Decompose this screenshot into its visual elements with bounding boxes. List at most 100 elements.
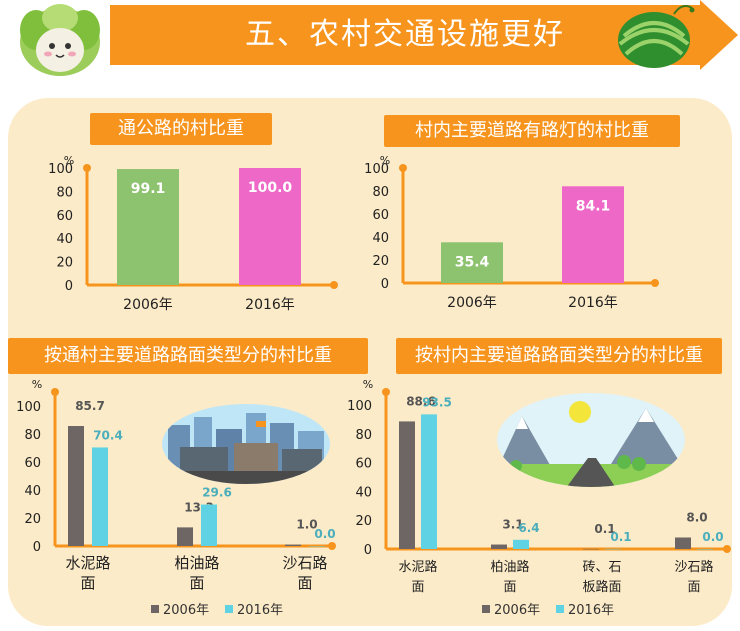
bar [583, 548, 599, 550]
x-tick-label: 柏油路 [174, 554, 219, 572]
x-tick-label: 2006年 [123, 297, 173, 313]
x-tick-label: 2006年 [447, 295, 497, 311]
legend-swatch [151, 605, 159, 613]
bar [201, 504, 217, 546]
x-tick-label: 沙石路 [674, 559, 713, 575]
x-tick-label: 2016年 [568, 295, 618, 311]
y-tick-label: 60 [56, 209, 73, 224]
bar [697, 549, 713, 550]
city-illustration-icon [160, 403, 332, 485]
data-label: 88.6 [406, 394, 436, 408]
watermelon-icon [612, 0, 696, 72]
y-tick-label: 80 [56, 185, 73, 200]
chart-title-village-road-surface: 按村内主要道路路面类型分的村比重 [396, 338, 722, 374]
x-tick-label: 水泥路 [398, 559, 437, 575]
y-tick-label: 40 [372, 231, 389, 246]
y-tick-label: 40 [355, 485, 372, 500]
y-tick-label: 40 [24, 484, 41, 499]
x-tick-label: 面 [297, 574, 312, 592]
x-axis-end-dot [651, 279, 659, 287]
data-label: 84.1 [576, 198, 611, 214]
y-tick-label: 0 [381, 277, 389, 292]
data-label: 35.4 [455, 254, 490, 270]
bar [421, 414, 437, 549]
y-tick-label: 80 [24, 428, 41, 443]
banner-arrow [700, 0, 738, 70]
x-axis-end-dot [330, 281, 338, 289]
x-tick-label: 沙石路 [282, 554, 327, 572]
y-axis-end-dot [51, 388, 59, 396]
bar [117, 169, 179, 285]
bar [441, 242, 503, 283]
cabbage-mascot-icon [14, 0, 106, 78]
y-axis-end-dot [382, 388, 390, 396]
data-label: 70.4 [93, 428, 123, 442]
bar [513, 539, 529, 549]
y-tick-label: 100 [347, 399, 372, 414]
bar [491, 544, 507, 549]
y-tick-label: 20 [355, 514, 372, 529]
y-axis-unit: % [64, 154, 74, 167]
data-label: 1.0 [296, 518, 317, 532]
bar [399, 421, 415, 549]
x-tick-label: 柏油路 [490, 559, 529, 575]
y-tick-label: 20 [24, 512, 41, 527]
bar [285, 544, 301, 546]
x-tick-label: 2016年 [245, 297, 295, 313]
y-tick-label: 0 [33, 540, 41, 555]
y-tick-label: 20 [56, 256, 73, 271]
data-label: 0.0 [702, 530, 723, 544]
y-tick-label: 100 [364, 162, 389, 177]
x-tick-label: 面 [80, 574, 95, 592]
legend-label: 2016年 [237, 603, 283, 618]
chart-title-access-road-surface: 按通村主要道路路面类型分的村比重 [8, 338, 368, 374]
bar [68, 426, 84, 546]
x-tick-label: 面 [687, 580, 700, 595]
y-axis-unit: % [32, 378, 42, 391]
y-tick-label: 0 [364, 543, 372, 558]
data-label: 85.7 [75, 399, 105, 413]
x-axis-end-dot [328, 542, 336, 550]
data-label: 100.0 [248, 180, 293, 196]
mountain-road-illustration-icon [496, 392, 686, 488]
legend-swatch [225, 605, 233, 613]
y-tick-label: 0 [65, 279, 73, 294]
data-label: 3.1 [502, 518, 523, 532]
bar [309, 546, 325, 547]
legend-label: 2006年 [494, 603, 540, 618]
header-banner [110, 5, 700, 65]
chart-title-street-lights: 村内主要道路有路灯的村比重 [384, 115, 680, 147]
y-tick-label: 40 [56, 232, 73, 247]
data-label: 8.0 [686, 510, 707, 524]
data-label: 99.1 [131, 181, 166, 197]
y-tick-label: 100 [16, 400, 41, 415]
x-tick-label: 面 [189, 574, 204, 592]
y-tick-label: 60 [372, 208, 389, 223]
bar [675, 537, 691, 549]
data-label: 0.0 [314, 527, 335, 541]
y-axis-end-dot [399, 164, 407, 172]
x-tick-label: 板路面 [582, 579, 621, 595]
legend-label: 2016年 [568, 603, 614, 618]
y-tick-label: 60 [24, 456, 41, 471]
y-tick-label: 80 [355, 428, 372, 443]
bar [562, 186, 624, 283]
y-tick-label: 100 [48, 162, 73, 177]
bar [177, 527, 193, 546]
x-tick-label: 面 [503, 580, 516, 595]
y-tick-label: 60 [355, 457, 372, 472]
x-tick-label: 砖、石 [582, 560, 621, 575]
x-tick-label: 面 [411, 580, 424, 595]
bar [605, 548, 621, 550]
legend-swatch [556, 605, 564, 613]
page-title: 五、农村交通设施更好 [245, 17, 565, 52]
data-label: 29.6 [202, 486, 232, 500]
legend-label: 2006年 [163, 603, 209, 618]
data-label: 0.1 [610, 530, 631, 544]
bar [92, 447, 108, 546]
y-axis-unit: % [380, 154, 390, 167]
